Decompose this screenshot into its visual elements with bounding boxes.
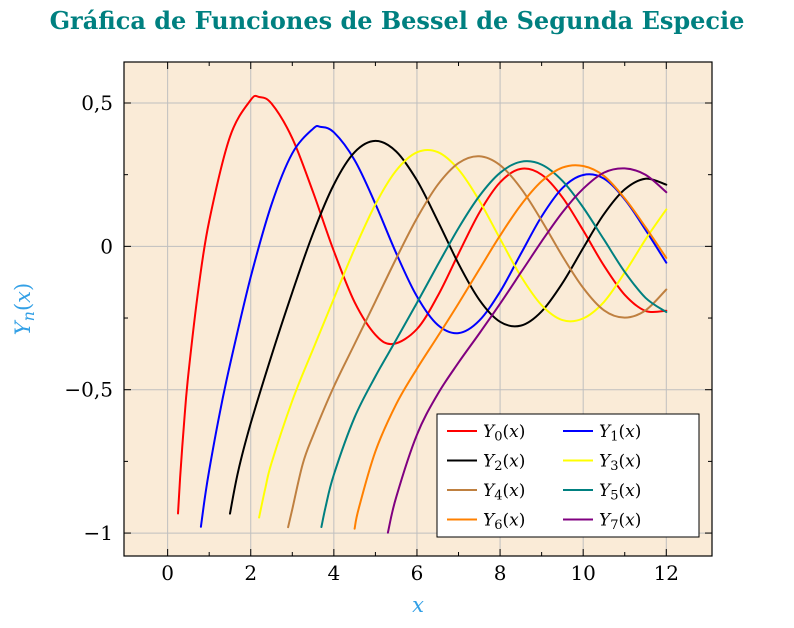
- x-tick-label: 6: [411, 561, 424, 585]
- x-tick-label: 0: [161, 561, 174, 585]
- x-tick-label: 8: [494, 561, 507, 585]
- series-line-Y2x: [229, 139, 668, 515]
- legend: Y0(x) Y1(x) Y2(x) Y3(x) Y4(x) Y5(x) Y6(x) Y7(x): [436, 413, 700, 538]
- legend-label: Y4(x): [483, 481, 525, 504]
- x-tick-label: 12: [654, 561, 679, 585]
- chart-title: Gráfica de Funciones de Bessel de Segund…: [49, 6, 745, 35]
- series-line-Y6x: [353, 164, 668, 530]
- y-tick-label: 0: [100, 234, 113, 258]
- legend-label: Y3(x): [599, 452, 641, 475]
- legend-box: [436, 413, 700, 538]
- series-line-Y3x: [258, 148, 668, 519]
- legend-label: Y1(x): [599, 422, 641, 445]
- legend-label: Y5(x): [599, 481, 641, 504]
- series-line-Y0x: [177, 94, 668, 515]
- x-axis-label: x: [412, 593, 424, 617]
- legend-label: Y2(x): [483, 452, 525, 475]
- x-tick-label: 4: [327, 561, 340, 585]
- y-tick-label: −0,5: [64, 378, 113, 402]
- series-line-Y1x: [199, 124, 668, 528]
- x-tick-label: 10: [570, 561, 595, 585]
- legend-label: Y6(x): [483, 511, 525, 534]
- series-line-Y5x: [320, 160, 668, 528]
- series-curves: [177, 94, 668, 534]
- y-tick-label: −1: [84, 521, 113, 545]
- series-line-Y7x: [386, 167, 668, 534]
- legend-label: Y0(x): [483, 422, 525, 445]
- y-tick-label: 0,5: [81, 91, 113, 115]
- legend-label: Y7(x): [599, 511, 641, 534]
- y-axis-label: Yn(x): [11, 283, 38, 335]
- axis-frame: [123, 61, 713, 557]
- series-line-Y4x: [287, 155, 668, 529]
- x-tick-label: 2: [244, 561, 257, 585]
